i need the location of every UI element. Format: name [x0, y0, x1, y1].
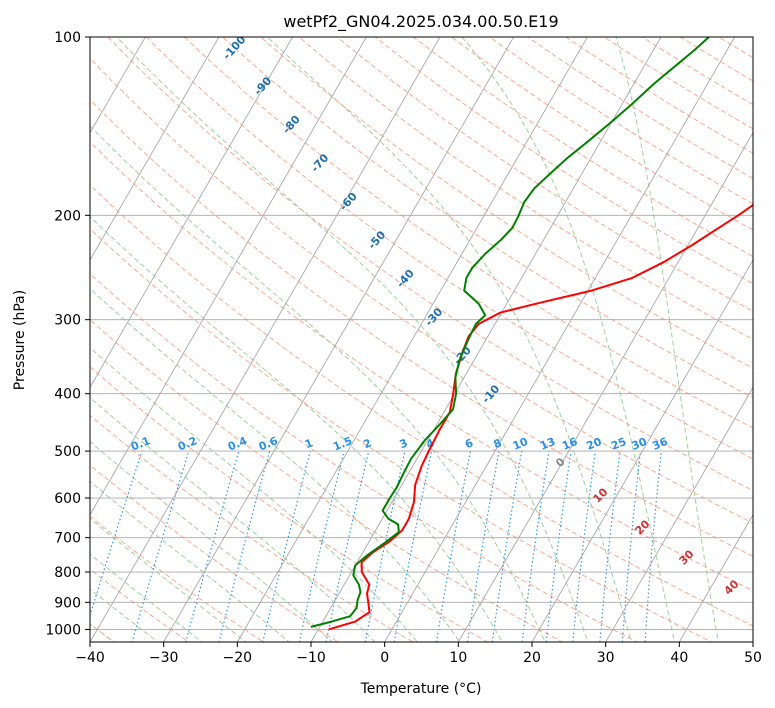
dewpoint-profile-line	[310, 37, 710, 628]
isotherms	[90, 37, 753, 642]
isotherm-line	[90, 37, 294, 389]
dry-adiabat-line	[90, 57, 753, 524]
isotherm-line	[678, 513, 753, 642]
x-tick-label: −10	[296, 650, 326, 666]
dry-adiabat-line	[450, 37, 753, 231]
mixing-ratio-line	[218, 450, 271, 642]
x-tick-label: 40	[670, 650, 688, 666]
dry-adiabat-line	[90, 319, 564, 642]
y-tick-label: 800	[54, 565, 81, 581]
x-tick-label: −40	[75, 650, 105, 666]
x-tick-label: 0	[380, 650, 389, 666]
plot-area: -100-90-80-70-60-50-40-30-20-100.1 0.2 0.4…	[90, 37, 753, 642]
mixing-ratio-label: 25	[609, 435, 628, 453]
dry-adiabat-line	[145, 37, 753, 460]
dry-adiabat-line	[107, 37, 753, 492]
mixing-ratio-label: 2	[361, 436, 373, 451]
dry-adiabat-line	[260, 37, 753, 369]
isotherm-line	[90, 37, 441, 642]
mixing-ratio-line	[131, 450, 190, 642]
isotherm-line	[384, 37, 736, 642]
y-tick-label: 900	[54, 595, 81, 611]
mixing-ratio-line	[298, 450, 345, 642]
dry-adiabat-line	[298, 37, 753, 340]
plot-frame	[89, 36, 754, 643]
dry-adiabat-line	[336, 37, 753, 312]
isotherm-line	[605, 386, 753, 642]
isotherm-line	[236, 37, 588, 642]
mixing-ratio-label: 8	[492, 436, 504, 451]
isotherm-line	[310, 37, 662, 642]
moist-adiabat-line	[90, 517, 247, 642]
moist-adiabat-line	[116, 37, 589, 642]
mixing-ratio-label: 1	[303, 436, 315, 451]
y-tick-label: 600	[54, 491, 81, 507]
dry-adiabat-line	[90, 366, 489, 642]
x-tick-label: 10	[449, 650, 467, 666]
isotherm-line	[90, 37, 367, 516]
isotherm-line	[90, 37, 146, 134]
dry-adiabat-line	[527, 37, 753, 179]
x-tick-label: 50	[744, 650, 762, 666]
dry-adiabat-line	[90, 273, 639, 642]
moist-adiabat-line	[90, 215, 503, 642]
mixing-ratio-line	[393, 450, 433, 642]
mixing-ratio-line	[325, 450, 370, 642]
y-tick-label: 1000	[45, 622, 81, 638]
x-axis: −40 −30 −20 −10 0 10 20 30 40 50	[75, 642, 762, 666]
dry-adiabat-line	[90, 184, 753, 627]
x-tick-label: 30	[597, 650, 615, 666]
profile-series	[310, 37, 753, 631]
isotherm-line	[163, 37, 515, 642]
x-axis-title: Temperature (°C)	[360, 681, 482, 697]
x-tick-label: 20	[523, 650, 541, 666]
mixing-ratio-label: 16	[560, 435, 579, 453]
mixing-ratio-line	[262, 450, 311, 642]
mixing-ratio-line	[90, 450, 143, 618]
dry-adiabats	[90, 37, 753, 642]
isotherm-line	[531, 259, 753, 642]
y-tick-label: 200	[54, 208, 81, 224]
y-axis: 100 200 300 400 500 600 700 800 900 1000	[45, 30, 90, 638]
moist-adiabat-line	[90, 288, 461, 642]
dry-adiabat-line	[90, 228, 713, 642]
dry-adiabat-line	[221, 37, 753, 399]
moist-adiabat-line	[461, 37, 676, 642]
dry-adiabat-line	[90, 141, 753, 592]
plot-area-background	[90, 37, 753, 642]
mixing-ratio-label: 30	[630, 435, 649, 453]
x-tick-label: −30	[149, 650, 179, 666]
y-tick-label: 500	[54, 444, 81, 460]
moist-adiabat-line	[615, 37, 719, 642]
mixing-ratio-label: 3	[398, 436, 410, 451]
y-axis-title: Pressure (hPa)	[12, 290, 28, 390]
dry-adiabat-line	[183, 37, 753, 429]
isobars	[90, 37, 753, 630]
y-tick-label: 100	[54, 30, 81, 46]
dry-adiabat-line	[565, 37, 753, 154]
mixing-ratio-label: 13	[538, 435, 557, 453]
y-tick-label: 400	[54, 387, 81, 403]
dry-adiabat-line	[488, 37, 753, 205]
chart-title: wetPf2_GN04.2025.034.00.50.E19	[283, 12, 558, 32]
dry-adiabat-line	[90, 99, 753, 557]
mixing-ratio-label: 36	[650, 435, 669, 453]
mixing-ratio-label: 10	[511, 435, 530, 453]
isotherm-line	[457, 131, 753, 642]
mixing-ratio-label: 20	[585, 435, 604, 453]
y-tick-label: 700	[54, 531, 81, 547]
isotherm-line	[90, 37, 220, 261]
y-tick-label: 300	[54, 313, 81, 329]
x-tick-label: −20	[223, 650, 253, 666]
mixing-ratio-line	[185, 450, 240, 642]
